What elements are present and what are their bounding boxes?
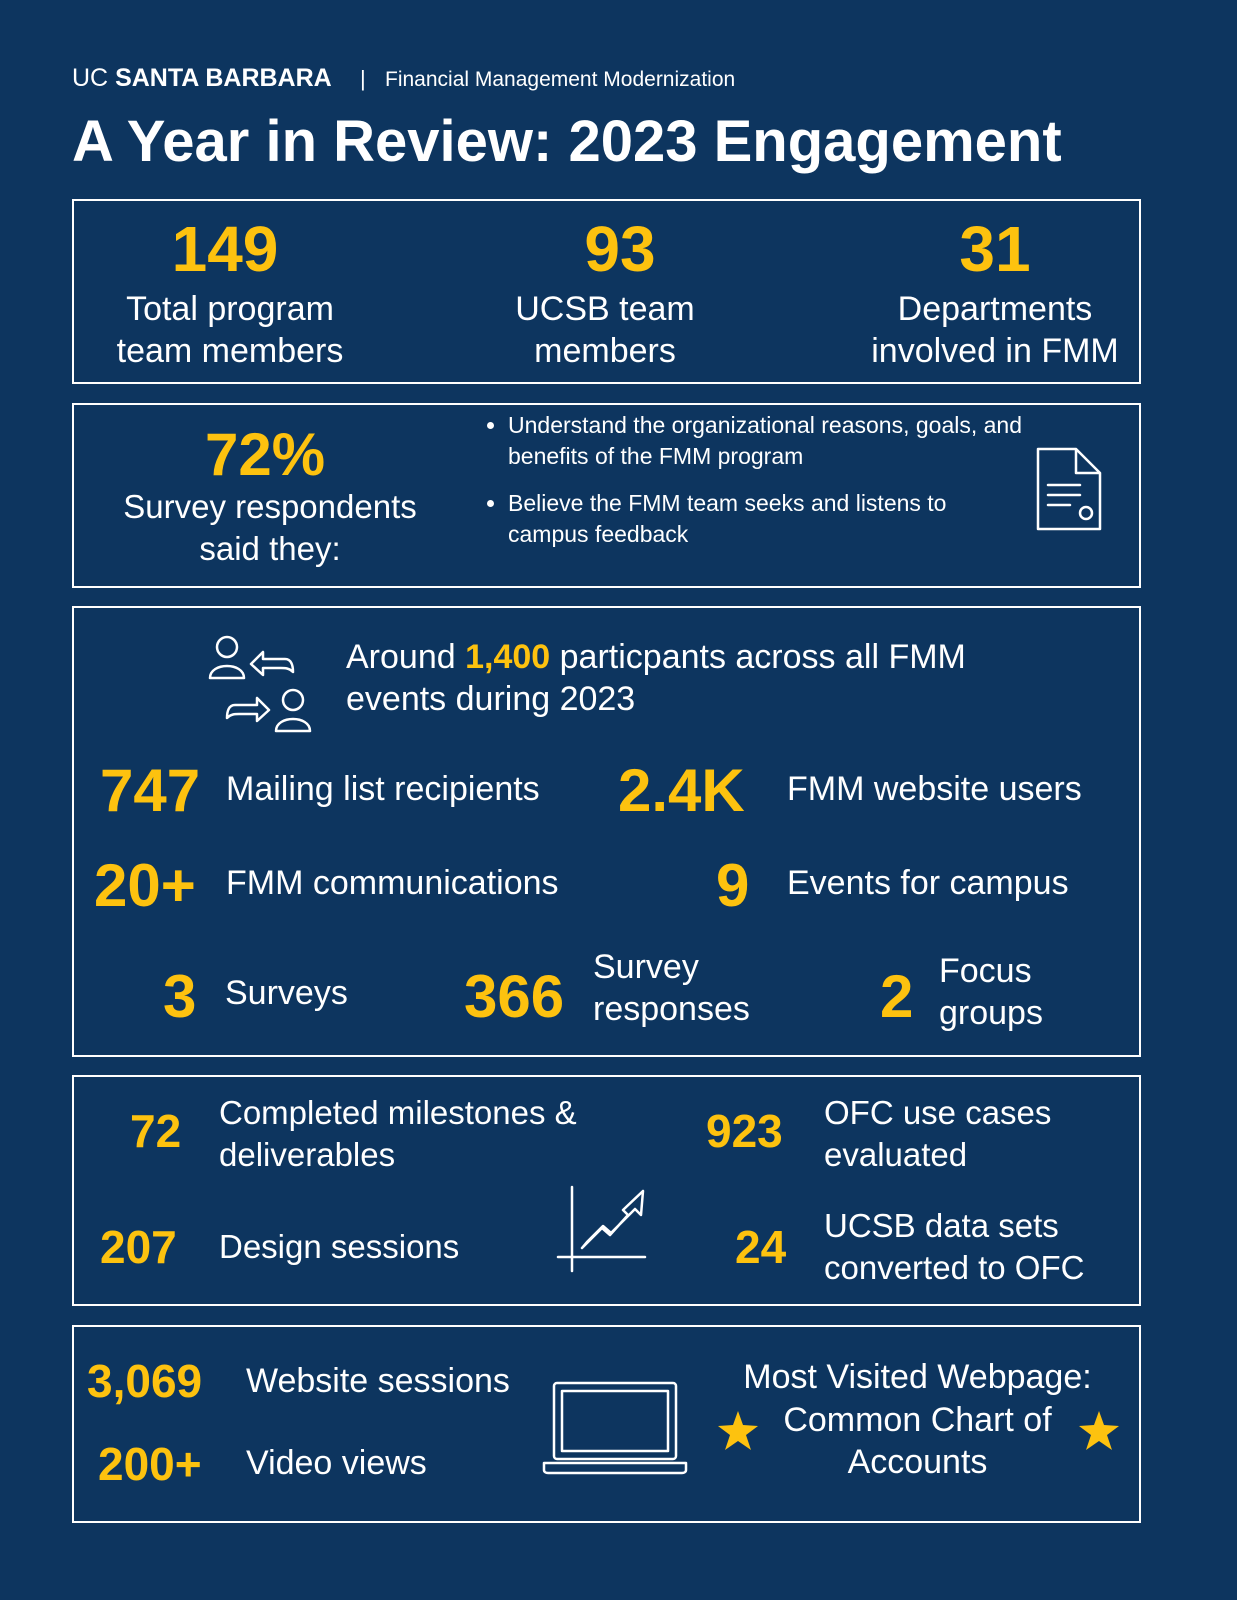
stat-value: 366 [464, 963, 565, 1030]
stat-value: 9 [716, 852, 750, 919]
survey-label: Survey respondents said they: [123, 488, 417, 567]
stat-value: 24 [735, 1221, 787, 1273]
stat-value: 31 [959, 213, 1031, 285]
stat-value: 2.4K [618, 757, 745, 824]
team-box [72, 199, 1141, 384]
survey-box [72, 403, 1141, 588]
brand-uc: UC [72, 64, 109, 92]
survey-bullets: Understand the organizational reasons, g… [470, 410, 1028, 550]
star-icon [718, 1411, 758, 1450]
most-visited-heading: Most Visited Webpage: [743, 1358, 1092, 1396]
stat-label: UCSB data sets converted to OFC [824, 1207, 1085, 1286]
stat-label: FMM website users [787, 770, 1082, 808]
stat-label: Mailing list recipients [226, 770, 540, 808]
stat-label: Survey responses [593, 948, 750, 1028]
document-icon [1036, 447, 1102, 531]
stat-value: 207 [100, 1221, 177, 1273]
stat-label: Focus groups [939, 952, 1043, 1032]
program-name: Financial Management Modernization [385, 68, 736, 91]
growth-icon [556, 1185, 647, 1273]
stat-value: 2 [880, 963, 914, 1030]
stat-label: Events for campus [787, 864, 1069, 902]
stat-label: Video views [246, 1444, 427, 1482]
web-box [72, 1325, 1141, 1523]
most-visited-page: Common Chart of Accounts [783, 1401, 1052, 1481]
laptop-icon [542, 1381, 688, 1475]
stat-value: 149 [171, 213, 279, 285]
star-icon [1079, 1411, 1119, 1450]
intro-text: particpants across all FMM events during… [346, 638, 966, 718]
milestones-box [72, 1075, 1141, 1306]
stat-value: 747 [100, 757, 201, 824]
stat-label: Departments involved in FMM [871, 290, 1119, 370]
bullet: Understand the organizational reasons, g… [508, 410, 1028, 472]
stat-label: UCSB team members [515, 290, 695, 370]
divider: | [360, 66, 366, 91]
stat-value: 3 [163, 963, 197, 1030]
stat-value: 20+ [94, 852, 196, 919]
stat-label: Total program team members [116, 290, 344, 370]
stat-label: FMM communications [226, 864, 559, 902]
stat-label: Website sessions [246, 1362, 510, 1400]
participation-intro: Around 1,400 particpants across all FMM … [346, 636, 1066, 720]
stat-value: 93 [584, 213, 656, 285]
stat-value: 200+ [98, 1438, 202, 1490]
brand-name: SANTA BARBARA [115, 64, 332, 92]
bullet: Believe the FMM team seeks and listens t… [508, 488, 1028, 550]
participation-box [72, 606, 1141, 1057]
exchange-icon [208, 635, 312, 733]
stat-label: Surveys [225, 974, 348, 1012]
brand: UC SANTA BARBARA [72, 64, 332, 93]
stat-label: OFC use cases evaluated [824, 1094, 1052, 1173]
intro-value: 1,400 [465, 638, 551, 676]
stat-value: 923 [706, 1105, 783, 1157]
stat-label: Design sessions [219, 1228, 460, 1265]
intro-text: Around [346, 638, 456, 676]
stat-label: Completed milestones & deliverables [219, 1094, 577, 1173]
stat-value: 3,069 [87, 1355, 203, 1407]
page-title: A Year in Review: 2023 Engagement [72, 109, 1062, 174]
stat-value: 72 [130, 1105, 182, 1157]
survey-value: 72% [204, 421, 326, 488]
